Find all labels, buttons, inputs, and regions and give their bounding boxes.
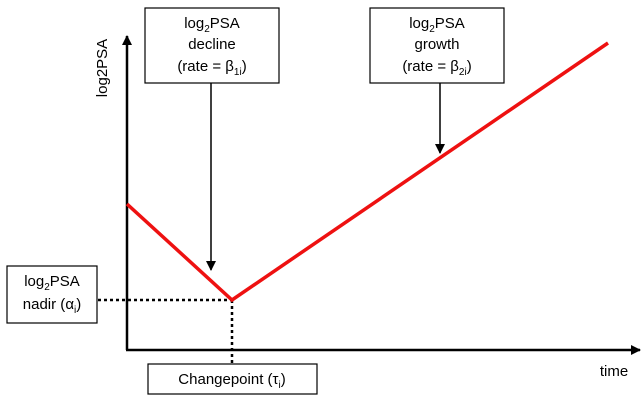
changepoint-box-label: Changepoint (τi) [178, 371, 285, 391]
psa-trajectory-line [125, 41, 609, 303]
y-axis-label: log2PSA [94, 39, 111, 97]
x-axis-label: time [600, 363, 628, 380]
nadir-box-line1: log2PSA [24, 273, 80, 293]
growth-box: log2PSA growth (rate = β2i) [369, 7, 505, 84]
growth-box-line1: log2PSA [409, 15, 465, 35]
nadir-box: log2PSA nadir (αi) [6, 265, 98, 324]
growth-box-line3: (rate = β2i) [402, 58, 471, 78]
decline-box-line1: log2PSA [184, 15, 240, 35]
decline-box-line2: decline [188, 36, 236, 53]
growth-box-line2: growth [414, 36, 459, 53]
changepoint-box: Changepoint (τi) [147, 363, 318, 395]
decline-box: log2PSA decline (rate = β1i) [144, 7, 280, 84]
nadir-box-line2: nadir (αi) [23, 296, 81, 316]
decline-box-line3: (rate = β1i) [177, 58, 246, 78]
